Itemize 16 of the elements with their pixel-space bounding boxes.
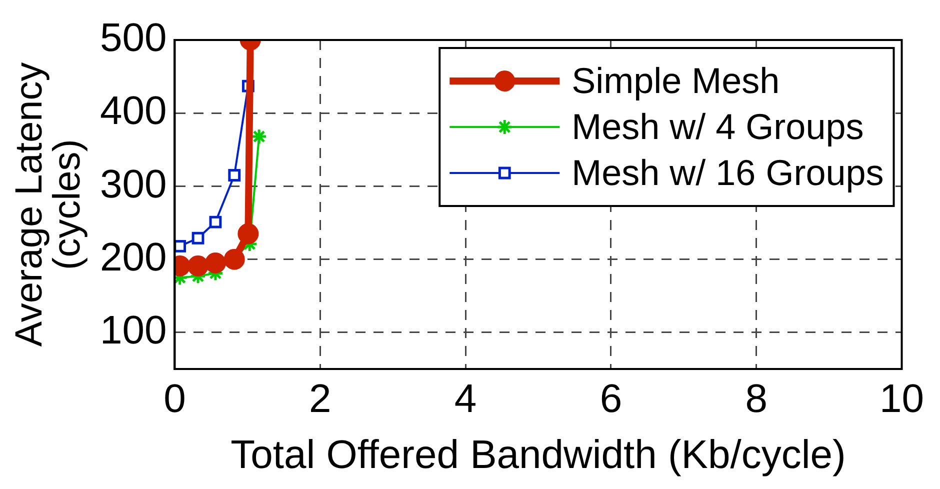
- y-tick-label: 400: [100, 89, 167, 134]
- x-tick-label: 6: [600, 377, 622, 422]
- x-tick-label: 2: [309, 377, 332, 422]
- x-tick-label: 4: [454, 377, 477, 422]
- legend-label: Mesh w/ 16 Groups: [572, 152, 884, 193]
- legend-label: Mesh w/ 4 Groups: [572, 106, 864, 147]
- x-tick-label: 8: [745, 377, 768, 422]
- legend-label: Simple Mesh: [572, 60, 780, 101]
- y-tick-label: 500: [100, 16, 167, 60]
- x-axis-title: Total Offered Bandwidth (Kb/cycle): [230, 433, 846, 478]
- x-tick-label: 0: [164, 377, 186, 422]
- x-tick-label: 10: [880, 377, 924, 422]
- y-tick-label: 300: [100, 162, 167, 206]
- y-tick-label: 200: [100, 235, 167, 280]
- y-axis-title: Average Latency (cycles): [8, 62, 88, 347]
- y-tick-label: 100: [100, 308, 167, 352]
